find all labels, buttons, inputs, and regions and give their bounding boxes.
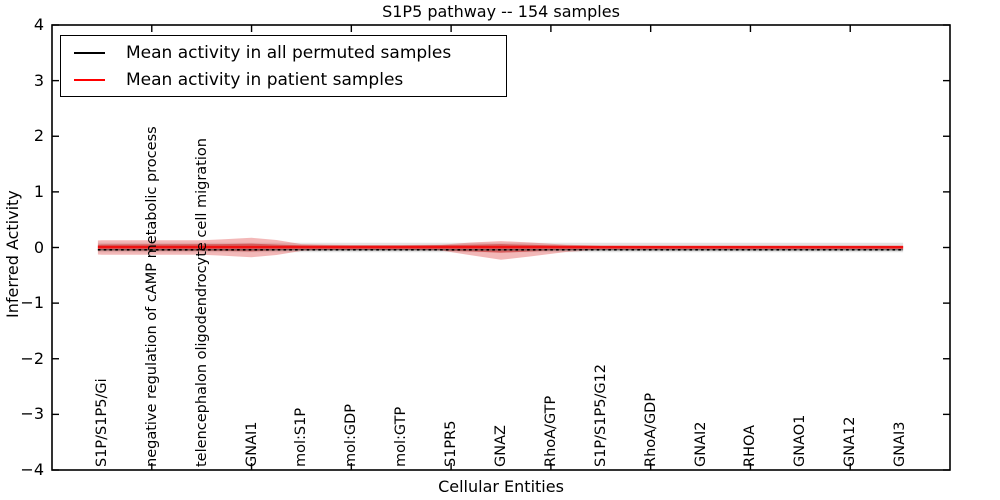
legend-label: Mean activity in patient samples xyxy=(126,69,404,90)
x-tick-label: mol:GDP xyxy=(343,403,360,467)
x-tick-label: S1PR5 xyxy=(443,420,460,467)
legend-item-patient: Mean activity in patient samples xyxy=(74,70,506,90)
x-tick-label: RhoA/GDP xyxy=(642,392,659,467)
x-tick-label: telencephalon oligodendrocyte cell migra… xyxy=(193,138,210,467)
x-axis-label: Cellular Entities xyxy=(438,477,564,496)
y-tick-label: 4 xyxy=(33,15,44,34)
x-tick-label: GNA12 xyxy=(842,416,859,467)
legend-label: Mean activity in all permuted samples xyxy=(126,42,452,63)
x-tick-label: GNAI1 xyxy=(243,421,260,467)
legend-line-sample-red xyxy=(74,78,105,81)
legend-item-permuted: Mean activity in all permuted samples xyxy=(74,43,506,63)
legend: Mean activity in all permuted samples Me… xyxy=(60,35,507,97)
y-tick-label: 2 xyxy=(33,126,44,146)
chart-title: S1P5 pathway -- 154 samples xyxy=(382,2,620,21)
y-tick-label: −4 xyxy=(20,460,44,479)
x-tick-label: negative regulation of cAMP metabolic pr… xyxy=(143,126,160,467)
legend-line-sample-black xyxy=(74,51,105,54)
x-tick-label: GNAZ xyxy=(493,425,509,467)
y-tick-label: −1 xyxy=(20,293,44,313)
x-tick-label: S1P/S1P5/Gi xyxy=(93,378,110,467)
x-tick-label: GNAI2 xyxy=(692,421,709,467)
y-tick-label: 3 xyxy=(33,70,44,90)
y-tick-label: 1 xyxy=(33,181,44,201)
x-tick-label: RHOA xyxy=(742,424,759,467)
x-tick-label: RhoA/GTP xyxy=(542,395,559,467)
x-tick-label: S1P/S1P5/G12 xyxy=(592,363,609,467)
x-tick-label: mol:S1P xyxy=(293,407,310,467)
x-tick-label: GNAI3 xyxy=(892,421,909,467)
x-tick-label: mol:GTP xyxy=(393,406,410,467)
x-tick-label: GNAO1 xyxy=(792,414,809,467)
y-tick-label: −2 xyxy=(20,348,44,368)
y-tick-label: −3 xyxy=(20,404,44,424)
y-tick-label: 0 xyxy=(33,237,44,257)
